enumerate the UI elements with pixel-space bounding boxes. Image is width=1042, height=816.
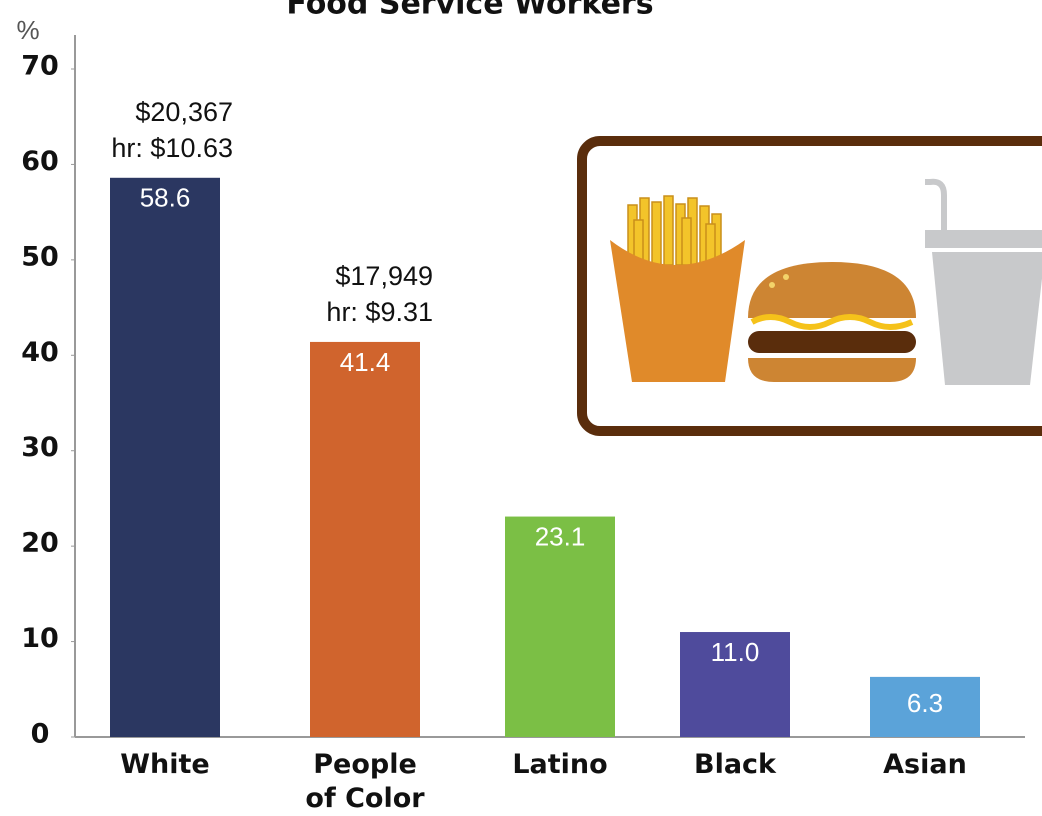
chart-title: Food Service Workers (286, 0, 653, 22)
y-tick-label: 0 (31, 719, 50, 750)
x-tick-label: Asian (883, 749, 967, 780)
annotation: hr: $10.63 (111, 133, 233, 163)
y-tick-label: 20 (21, 528, 59, 559)
value-label: 23.1 (535, 521, 586, 551)
bar (680, 632, 790, 737)
bar (110, 177, 220, 737)
x-tick-label: Latino (512, 749, 608, 780)
y-tick-label: 40 (21, 337, 59, 368)
value-label: 58.6 (140, 183, 191, 213)
value-label: 11.0 (711, 637, 760, 667)
annotation: $20,367 (135, 97, 233, 127)
x-tick-label: White (120, 749, 210, 780)
value-label: 6.3 (907, 688, 943, 718)
food-illustration (577, 136, 1042, 436)
annotation: $17,949 (335, 261, 433, 291)
y-axis-label: % (16, 15, 39, 45)
bar (310, 341, 420, 737)
y-tick-label: 30 (21, 432, 59, 463)
bar (870, 676, 980, 737)
y-tick-label: 70 (21, 51, 59, 82)
y-tick-label: 10 (21, 623, 59, 654)
value-label: 41.4 (340, 347, 391, 377)
annotation: hr: $9.31 (326, 297, 433, 327)
y-tick-label: 60 (21, 146, 59, 177)
x-tick-label: Black (693, 749, 776, 780)
bar (505, 516, 615, 737)
x-tick-label: People of Color (305, 749, 425, 814)
y-tick-label: 50 (21, 241, 59, 272)
